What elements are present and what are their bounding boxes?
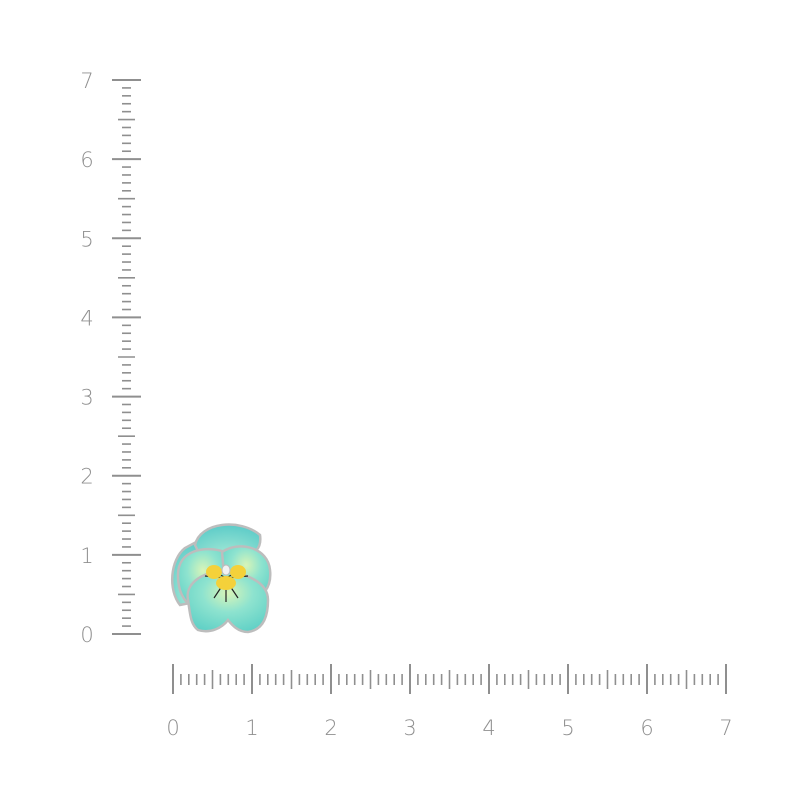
horizontal-ruler-label: 2	[324, 716, 337, 740]
vertical-ruler-label: 6	[80, 148, 93, 172]
vertical-ruler-label: 3	[80, 386, 93, 410]
horizontal-ruler-label: 6	[640, 716, 653, 740]
horizontal-ruler-label: 7	[719, 716, 732, 740]
vertical-ruler-label: 1	[80, 544, 93, 568]
horizontal-ruler-label: 0	[166, 716, 179, 740]
horizontal-ruler-label: 3	[403, 716, 416, 740]
vertical-ruler-label: 7	[80, 69, 93, 93]
horizontal-ruler-label: 5	[561, 716, 574, 740]
vertical-ruler-label: 2	[80, 465, 93, 489]
horizontal-ruler-label: 1	[245, 716, 258, 740]
vertical-ruler-label: 5	[80, 227, 93, 251]
vertical-ruler-label: 0	[80, 623, 93, 647]
horizontal-ruler-label: 4	[482, 716, 495, 740]
product-image-pansy	[170, 523, 272, 634]
vertical-ruler: 0 1 2 3 4 5 6 7	[80, 69, 141, 647]
horizontal-ruler: 0 1 2 3 4 5 6 7	[166, 664, 733, 740]
vertical-ruler-label: 4	[80, 306, 93, 330]
